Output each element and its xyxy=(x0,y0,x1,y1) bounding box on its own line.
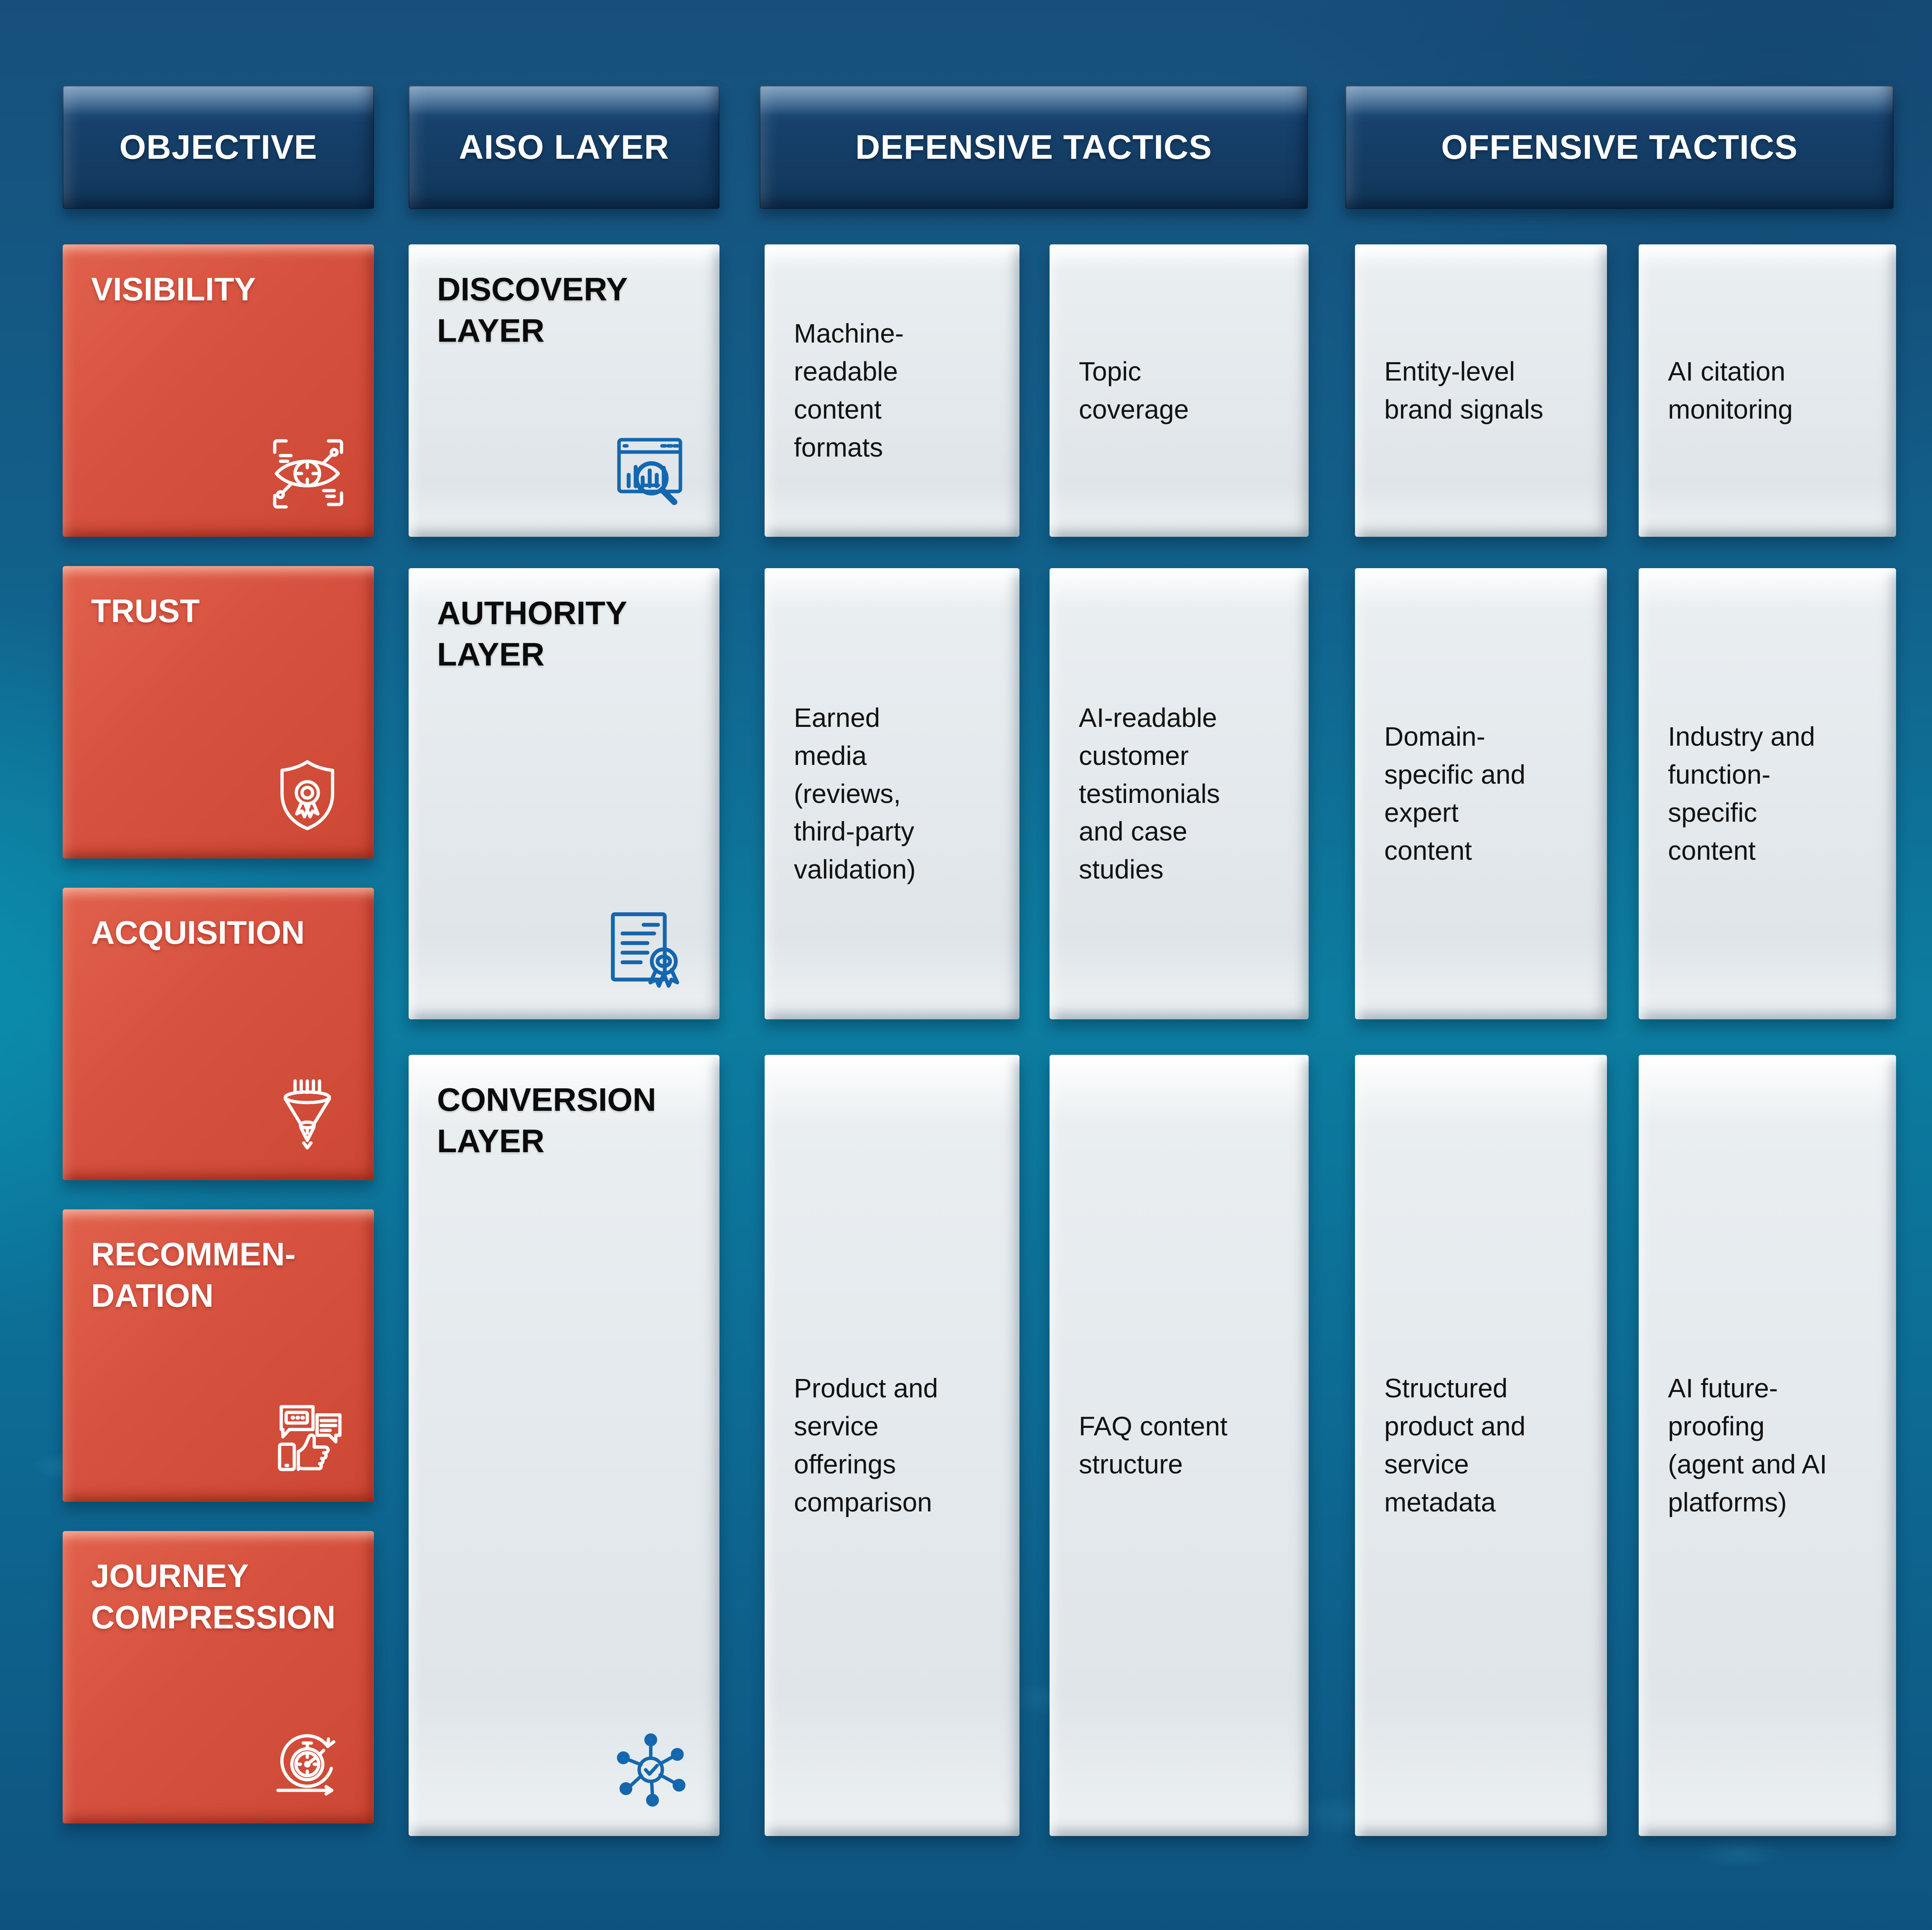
header-objective-label: OBJECTIVE xyxy=(119,128,318,166)
objective-label: RECOMMEN- DATION xyxy=(91,1236,296,1314)
tactic-text: Structured product and service metadata xyxy=(1384,1373,1526,1517)
funnel-icon xyxy=(283,1079,331,1150)
defensive-tactic-earned-media: Earned media (reviews, third-party valid… xyxy=(765,568,1019,1019)
layer-label: AUTHORITY LAYER xyxy=(437,594,627,673)
layer-label: DISCOVERY LAYER xyxy=(437,271,628,349)
objective-card-recommendation: RECOMMEN- DATION xyxy=(63,1209,374,1502)
offensive-tactic-entity-brand-signals: Entity-level brand signals xyxy=(1355,244,1607,537)
tactic-text: Topic coverage xyxy=(1079,356,1189,424)
header-objective: OBJECTIVE xyxy=(63,86,374,209)
shield-award-icon xyxy=(280,760,334,830)
network-check-icon xyxy=(617,1733,686,1807)
header-defensive-tactics: DEFENSIVE TACTICS xyxy=(760,86,1308,209)
layer-card-conversion: CONVERSION LAYER xyxy=(409,1055,719,1836)
tactic-text: AI-readable customer testimonials and ca… xyxy=(1079,702,1220,885)
objective-card-acquisition: ACQUISITION xyxy=(63,888,374,1180)
tactic-text: Machine-readable content formats xyxy=(794,318,904,462)
eye-scan-icon xyxy=(273,439,343,509)
defensive-tactic-offerings-comparison: Product and service offerings comparison xyxy=(765,1055,1019,1836)
defensive-tactic-faq-structure: FAQ content structure xyxy=(1050,1055,1309,1836)
layer-card-discovery: DISCOVERY LAYER xyxy=(409,244,719,537)
search-analytics-icon xyxy=(617,438,682,505)
tactic-text: AI citation monitoring xyxy=(1668,356,1793,424)
tactic-text: Industry and function-specific content xyxy=(1668,721,1815,866)
objective-label: JOURNEY COMPRESSION xyxy=(91,1557,336,1636)
layer-label: CONVERSION LAYER xyxy=(437,1081,656,1160)
offensive-tactic-industry-function-content: Industry and function-specific content xyxy=(1639,568,1896,1019)
objective-label: ACQUISITION xyxy=(91,914,305,951)
certificate-award-icon xyxy=(611,912,679,988)
tactic-text: AI future-proofing (agent and AI platfor… xyxy=(1668,1373,1827,1517)
offensive-tactic-ai-citation-monitoring: AI citation monitoring xyxy=(1639,244,1896,537)
objective-label: VISIBILITY xyxy=(91,271,256,307)
objective-card-trust: TRUST xyxy=(63,566,374,858)
offensive-tactic-domain-expert-content: Domain-specific and expert content xyxy=(1355,568,1607,1019)
layer-card-authority: AUTHORITY LAYER xyxy=(409,568,719,1019)
stopwatch-cycle-icon xyxy=(276,1734,336,1796)
objective-label: TRUST xyxy=(91,592,200,629)
tactic-text: Entity-level brand signals xyxy=(1384,356,1543,424)
defensive-tactic-testimonials: AI-readable customer testimonials and ca… xyxy=(1050,568,1309,1019)
thumbs-up-feedback-icon xyxy=(278,1405,342,1471)
objective-card-visibility: VISIBILITY xyxy=(63,244,374,537)
objective-card-journey-compression: JOURNEY COMPRESSION xyxy=(63,1531,374,1823)
defensive-tactic-machine-readable: Machine-readable content formats xyxy=(765,244,1019,537)
tactic-text: Domain-specific and expert content xyxy=(1384,721,1525,866)
tactic-text: Earned media (reviews, third-party valid… xyxy=(794,702,916,885)
header-defensive-label: DEFENSIVE TACTICS xyxy=(855,128,1212,166)
header-offensive-label: OFFENSIVE TACTICS xyxy=(1441,128,1798,166)
tactic-text: FAQ content structure xyxy=(1079,1411,1228,1479)
header-aiso-layer: AISO LAYER xyxy=(409,86,719,209)
offensive-tactic-structured-metadata: Structured product and service metadata xyxy=(1355,1055,1607,1836)
header-aiso-layer-label: AISO LAYER xyxy=(459,128,669,166)
header-offensive-tactics: OFFENSIVE TACTICS xyxy=(1345,86,1894,209)
defensive-tactic-topic-coverage: Topic coverage xyxy=(1050,244,1309,537)
tactic-text: Product and service offerings comparison xyxy=(794,1373,938,1517)
offensive-tactic-ai-future-proofing: AI future-proofing (agent and AI platfor… xyxy=(1639,1055,1896,1836)
